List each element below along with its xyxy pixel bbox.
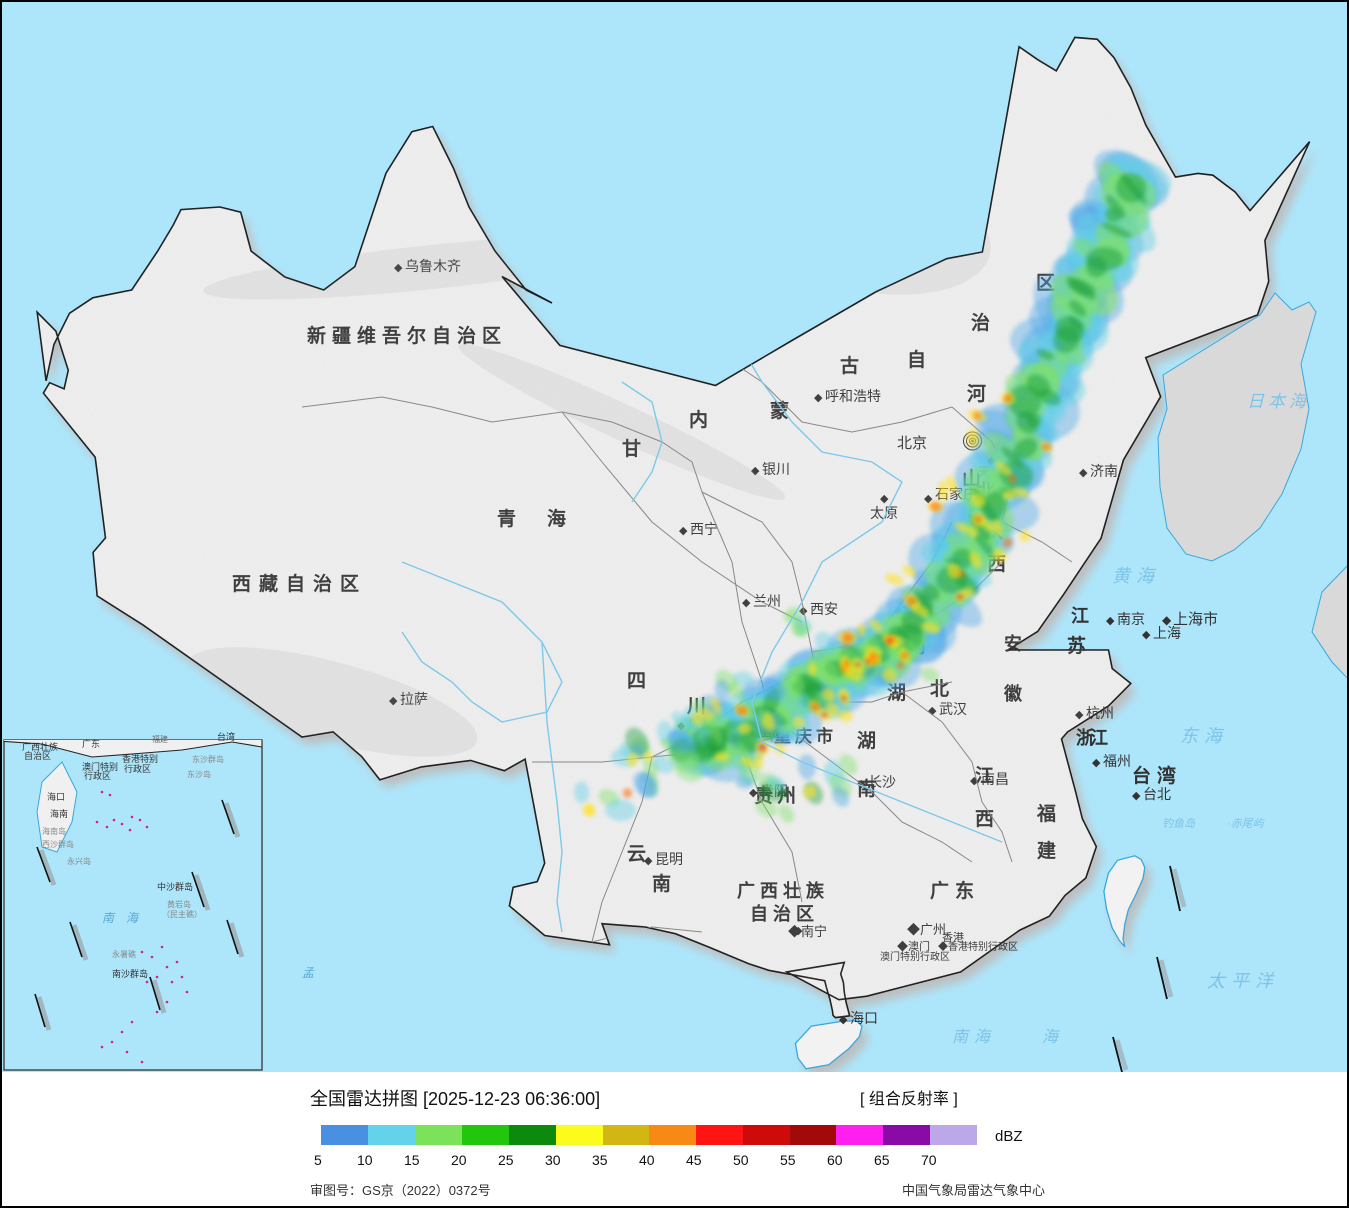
svg-text:40: 40 xyxy=(639,1152,655,1168)
svg-text:日本海: 日本海 xyxy=(1247,392,1310,411)
svg-text:太平洋: 太平洋 xyxy=(1207,971,1279,991)
svg-text:海: 海 xyxy=(1042,1028,1064,1046)
svg-text:南 海: 南 海 xyxy=(102,911,140,925)
svg-text:钓鱼岛: 钓鱼岛 xyxy=(1162,817,1196,830)
svg-text:20: 20 xyxy=(451,1152,467,1168)
svg-text:永兴岛: 永兴岛 xyxy=(67,856,91,866)
svg-text:10: 10 xyxy=(357,1152,373,1168)
svg-text:dBZ: dBZ xyxy=(995,1128,1023,1145)
svg-text:台湾: 台湾 xyxy=(217,731,235,742)
svg-text:孟: 孟 xyxy=(302,966,315,980)
svg-text:15: 15 xyxy=(404,1152,420,1168)
svg-text:东沙岛: 东沙岛 xyxy=(187,769,211,779)
svg-text:70: 70 xyxy=(921,1152,937,1168)
svg-text:永暑礁: 永暑礁 xyxy=(112,949,136,959)
svg-text:行政区: 行政区 xyxy=(84,770,111,781)
svg-text:60: 60 xyxy=(827,1152,843,1168)
svg-text:南京: 南京 xyxy=(1117,611,1145,627)
svg-text:海南: 海南 xyxy=(50,808,68,819)
svg-text:海南岛: 海南岛 xyxy=(42,826,66,836)
svg-text:福州: 福州 xyxy=(1103,753,1131,769)
svg-text:行政区: 行政区 xyxy=(124,763,151,774)
svg-text:（民主礁）: （民主礁） xyxy=(162,909,202,919)
svg-text:5: 5 xyxy=(314,1152,322,1168)
svg-text:·赤尾屿: ·赤尾屿 xyxy=(1227,817,1266,830)
svg-text:65: 65 xyxy=(874,1152,890,1168)
svg-text:南海: 南海 xyxy=(952,1028,996,1046)
svg-text:海口: 海口 xyxy=(850,1010,878,1026)
svg-text:海口: 海口 xyxy=(47,791,65,802)
svg-text:◆: ◆ xyxy=(1092,757,1101,769)
svg-text:东沙群岛: 东沙群岛 xyxy=(192,754,224,764)
svg-text:◆: ◆ xyxy=(1142,629,1151,641)
svg-text:◆: ◆ xyxy=(1162,613,1172,627)
svg-text:黄海: 黄海 xyxy=(1112,566,1160,586)
svg-text:◆: ◆ xyxy=(1106,615,1115,627)
svg-text:◆: ◆ xyxy=(1132,790,1141,802)
svg-text:香港特别: 香港特别 xyxy=(122,753,158,764)
svg-text:自治区: 自治区 xyxy=(24,750,51,761)
svg-text:黄岩岛: 黄岩岛 xyxy=(167,899,191,909)
svg-text:江: 江 xyxy=(1071,606,1089,626)
svg-text:台北: 台北 xyxy=(1143,786,1171,802)
svg-text:南沙群岛: 南沙群岛 xyxy=(112,968,148,979)
svg-text:50: 50 xyxy=(733,1152,749,1168)
svg-text:福建: 福建 xyxy=(152,734,168,744)
svg-text:中沙群岛: 中沙群岛 xyxy=(157,881,193,892)
svg-text:上海市: 上海市 xyxy=(1173,611,1218,628)
svg-text:东海: 东海 xyxy=(1180,726,1228,746)
svg-text:30: 30 xyxy=(545,1152,561,1168)
svg-text:西沙群岛: 西沙群岛 xyxy=(42,839,74,849)
svg-text:55: 55 xyxy=(780,1152,796,1168)
svg-text:25: 25 xyxy=(498,1152,514,1168)
svg-text:35: 35 xyxy=(592,1152,608,1168)
svg-text:广东: 广东 xyxy=(82,738,100,749)
svg-text:江: 江 xyxy=(1090,728,1108,748)
svg-text:45: 45 xyxy=(686,1152,702,1168)
svg-text:台湾: 台湾 xyxy=(1132,764,1182,787)
